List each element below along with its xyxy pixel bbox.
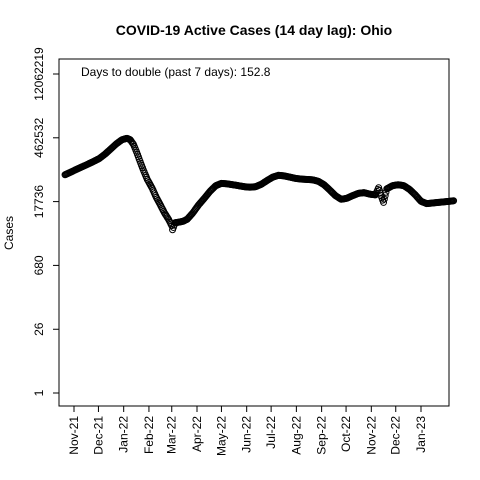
- doubling-annotation: Days to double (past 7 days): 152.8: [81, 65, 271, 79]
- x-tick-label: Nov-21: [67, 416, 81, 455]
- data-points: [61, 134, 458, 234]
- data-point: [381, 192, 389, 200]
- data-point: [450, 197, 458, 205]
- data-point: [380, 198, 388, 206]
- y-tick-label: 12062219: [32, 47, 46, 101]
- y-axis-label: Cases: [2, 216, 16, 250]
- chart-title: COVID-19 Active Cases (14 day lag): Ohio: [116, 22, 392, 38]
- y-tick-label: 462532: [32, 117, 46, 157]
- x-tick-label: Aug-22: [289, 416, 303, 455]
- data-point: [380, 195, 388, 203]
- plot-frame: [58, 58, 450, 407]
- x-tick-label: Feb-22: [142, 416, 156, 454]
- x-tick-label: Apr-22: [190, 416, 204, 452]
- y-axis: 1 26 680 17736 462532 12062219: [32, 47, 59, 396]
- x-tick-label: Jun-22: [240, 416, 254, 453]
- y-tick-label: 26: [32, 322, 46, 336]
- x-tick-label: Dec-22: [389, 416, 403, 455]
- x-tick-label: Sep-22: [315, 416, 329, 455]
- x-tick-label: Jul-22: [264, 416, 278, 449]
- x-tick-label: Oct-22: [339, 416, 353, 452]
- x-tick-label: Jan-22: [117, 416, 131, 453]
- x-tick-label: Dec-21: [91, 416, 105, 455]
- x-tick-label: Nov-22: [364, 416, 378, 455]
- y-tick-label: 17736: [32, 185, 46, 219]
- y-tick-label: 1: [32, 389, 46, 396]
- x-tick-label: Mar-22: [165, 416, 179, 454]
- y-tick-label: 680: [32, 255, 46, 275]
- x-tick-label: Jan-23: [414, 416, 428, 453]
- x-axis: Nov-21 Dec-21 Jan-22 Feb-22 Mar-22 Apr-22 May-…: [67, 406, 428, 456]
- x-tick-label: May-22: [214, 416, 228, 456]
